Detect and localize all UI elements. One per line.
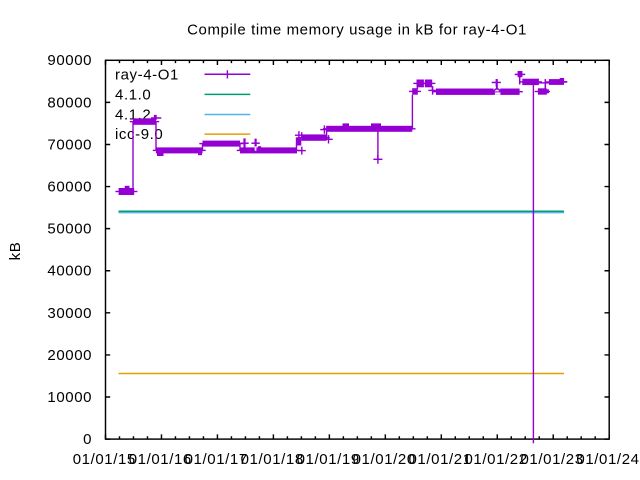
- svg-text:01/01/22: 01/01/22: [464, 451, 527, 468]
- svg-text:60000: 60000: [47, 179, 92, 196]
- svg-text:50000: 50000: [47, 221, 92, 238]
- svg-text:01/01/21: 01/01/21: [408, 451, 471, 468]
- svg-text:70000: 70000: [47, 136, 92, 153]
- svg-text:01/01/23: 01/01/23: [520, 451, 583, 468]
- svg-text:kB: kB: [7, 242, 24, 261]
- svg-text:10000: 10000: [47, 389, 92, 406]
- svg-text:0: 0: [83, 431, 92, 448]
- svg-text:01/01/19: 01/01/19: [297, 451, 360, 468]
- svg-text:ray-4-O1: ray-4-O1: [115, 66, 179, 83]
- svg-text:01/01/17: 01/01/17: [185, 451, 248, 468]
- svg-text:4.1.0: 4.1.0: [115, 87, 151, 104]
- svg-text:01/01/16: 01/01/16: [129, 451, 192, 468]
- svg-text:90000: 90000: [47, 52, 92, 69]
- svg-text:01/01/15: 01/01/15: [73, 451, 136, 468]
- svg-text:Compile time memory usage in k: Compile time memory usage in kB for ray-…: [187, 22, 527, 39]
- svg-text:80000: 80000: [47, 94, 92, 111]
- svg-text:20000: 20000: [47, 347, 92, 364]
- svg-text:01/01/20: 01/01/20: [353, 451, 416, 468]
- svg-text:30000: 30000: [47, 305, 92, 322]
- svg-text:40000: 40000: [47, 263, 92, 280]
- svg-text:01/01/18: 01/01/18: [241, 451, 304, 468]
- svg-text:icc-9.0: icc-9.0: [115, 126, 163, 143]
- svg-text:01/01/24: 01/01/24: [576, 451, 639, 468]
